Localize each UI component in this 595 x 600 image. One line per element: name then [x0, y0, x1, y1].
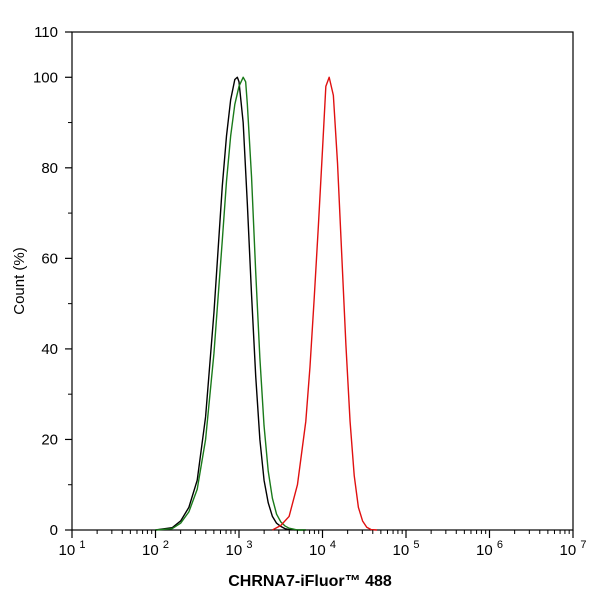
y-tick-label: 80 [41, 160, 58, 177]
series-line-2 [155, 76, 306, 531]
x-tick-label: 10 3 [226, 539, 253, 559]
x-axis: 10 1 10 2 10 3 10 4 10 5 10 6 10 7 [59, 530, 587, 559]
series-layer [155, 76, 378, 531]
y-axis: 0 20 40 60 80 100 110 [33, 24, 72, 539]
x-tick-label: 10 1 [59, 539, 86, 559]
y-tick-label: 0 [50, 522, 58, 539]
series-line-1 [155, 76, 306, 531]
y-tick-label: 100 [33, 69, 58, 86]
series-line-3 [272, 76, 378, 531]
x-tick-label: 10 2 [142, 539, 169, 559]
x-tick-label: 10 7 [560, 539, 587, 559]
x-tick-label: 10 6 [476, 539, 503, 559]
y-tick-label: 20 [41, 431, 58, 448]
plot-frame [71, 31, 574, 531]
y-tick-label: 60 [41, 250, 58, 267]
x-axis-label: CHRNA7-iFluor™ 488 [228, 573, 392, 590]
x-tick-label: 10 4 [309, 539, 336, 559]
x-tick-label: 10 5 [393, 539, 420, 559]
y-tick-label: 110 [34, 24, 58, 41]
y-tick-label: 40 [41, 341, 58, 358]
y-axis-label: Count (%) [11, 247, 28, 315]
